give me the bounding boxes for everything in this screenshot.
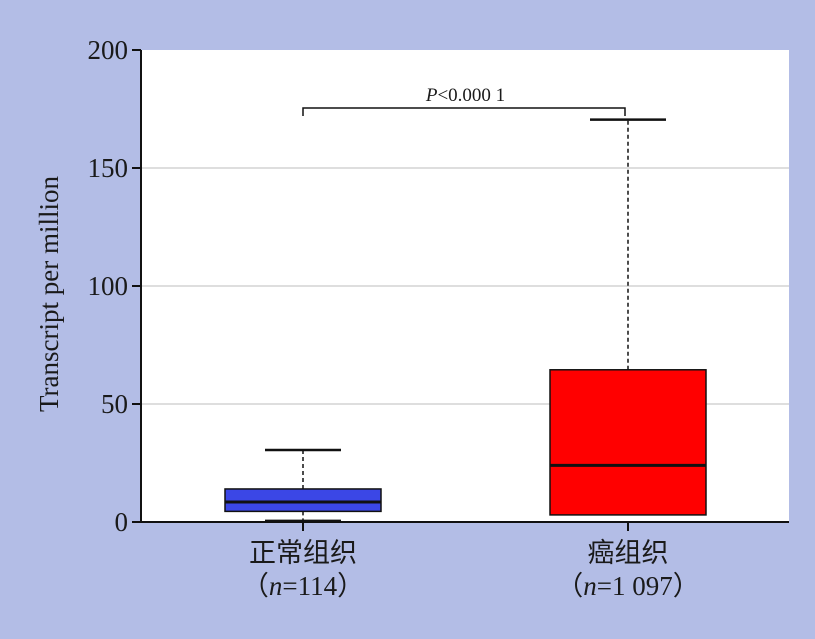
- p-symbol: P: [425, 85, 438, 106]
- n-open-paren: （: [556, 571, 583, 601]
- y-tick-label: 50: [101, 389, 128, 419]
- y-axis-label: Transcript per million: [34, 176, 64, 412]
- y-tick-label: 150: [88, 153, 129, 183]
- significance-annotation: P<0.000 1: [302, 85, 626, 116]
- box-group: [224, 448, 382, 523]
- sample-size-label: （n=114）: [242, 571, 364, 601]
- boxes: [224, 118, 707, 523]
- n-symbol: n: [269, 571, 283, 601]
- n-value: =1 097: [597, 571, 673, 601]
- y-tick-label: 100: [88, 271, 129, 301]
- y-axis-ticks: 0 50 100 150 200: [88, 35, 141, 537]
- p-value-label: P<0.000 1: [425, 85, 505, 106]
- category-label: 癌组织: [588, 538, 669, 569]
- y-tick-label: 200: [88, 35, 129, 65]
- n-close-paren: ）: [337, 571, 364, 601]
- y-tick-label: 0: [115, 507, 129, 537]
- n-open-paren: （: [242, 571, 269, 601]
- category-label: 正常组织: [249, 538, 357, 569]
- n-value: =114: [282, 571, 337, 601]
- sample-size-label: （n=1 097）: [556, 571, 699, 601]
- box-group: [549, 118, 707, 516]
- x-axis-labels: 正常组织（n=114）癌组织（n=1 097）: [242, 538, 700, 601]
- n-symbol: n: [583, 571, 597, 601]
- significance-bracket: [302, 107, 626, 116]
- n-close-paren: ）: [673, 571, 700, 601]
- box-iqr: [549, 369, 707, 516]
- p-value: <0.000 1: [437, 85, 505, 106]
- box-iqr: [224, 488, 382, 513]
